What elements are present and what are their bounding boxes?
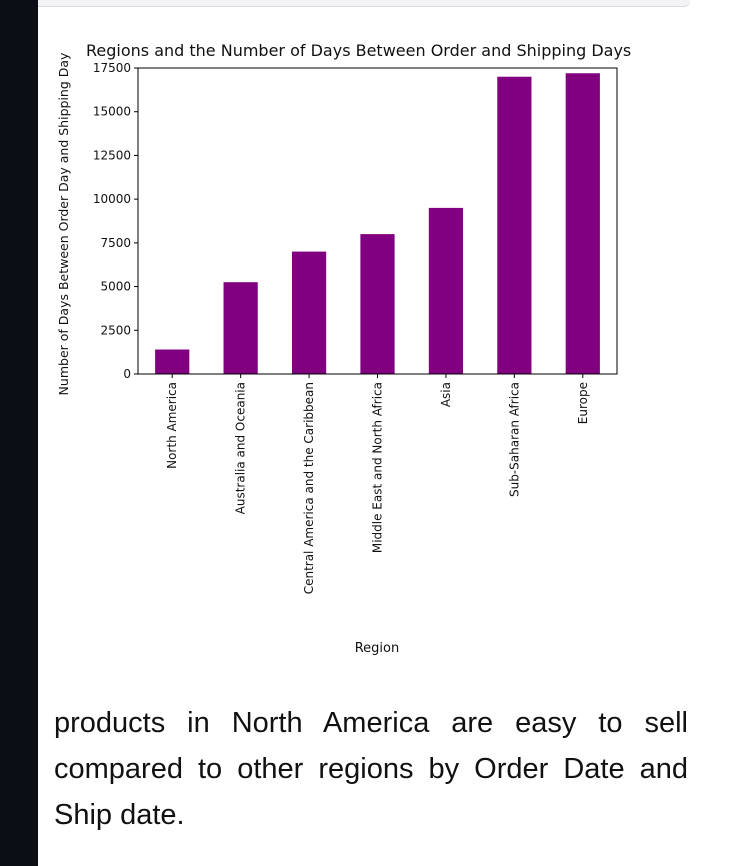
bar-chart: Regions and the Number of Days Between O… (38, 0, 750, 670)
bar-0 (155, 349, 190, 374)
page: Regions and the Number of Days Between O… (38, 0, 750, 866)
y-tick-label: 0 (123, 367, 131, 381)
y-tick-label: 7500 (100, 236, 131, 250)
y-axis-label: Number of Days Between Order Day and Shi… (56, 52, 71, 395)
top-strip (38, 0, 690, 7)
y-tick-label: 10000 (93, 192, 131, 206)
y-ticks-group: 0 2500 5000 7500 10000 12500 15000 17500 (93, 61, 138, 381)
bar-6 (565, 73, 600, 374)
bar-4 (428, 207, 464, 374)
x-axis-label: Region (355, 641, 400, 656)
x-tick-label: Sub-Saharan Africa (507, 382, 521, 497)
chart-title: Regions and the Number of Days Between O… (86, 41, 631, 60)
axes-frame (137, 67, 618, 375)
y-tick-label: 12500 (93, 148, 131, 162)
bar-3 (360, 234, 395, 374)
caption-text: products in North America are easy to se… (54, 707, 688, 831)
bars-group (155, 73, 600, 374)
y-tick-label: 5000 (100, 280, 131, 294)
chart-canvas: Regions and the Number of Days Between O… (56, 41, 631, 656)
x-tick-label: Asia (439, 382, 453, 407)
x-tick-label: Australia and Oceania (234, 382, 248, 514)
bar-1 (223, 282, 258, 374)
y-tick-label: 2500 (100, 323, 131, 337)
x-tick-label: Middle East and North Africa (371, 382, 385, 553)
x-tick-label: Central America and the Caribbean (302, 382, 316, 594)
x-tick-label: North America (165, 382, 179, 469)
bar-2 (291, 251, 327, 374)
x-ticks-group: North America Australia and Oceania Centra… (165, 374, 590, 594)
y-tick-label: 15000 (93, 105, 131, 119)
bar-5 (497, 76, 532, 374)
x-tick-label: Europe (576, 382, 590, 424)
y-tick-label: 17500 (93, 61, 131, 75)
